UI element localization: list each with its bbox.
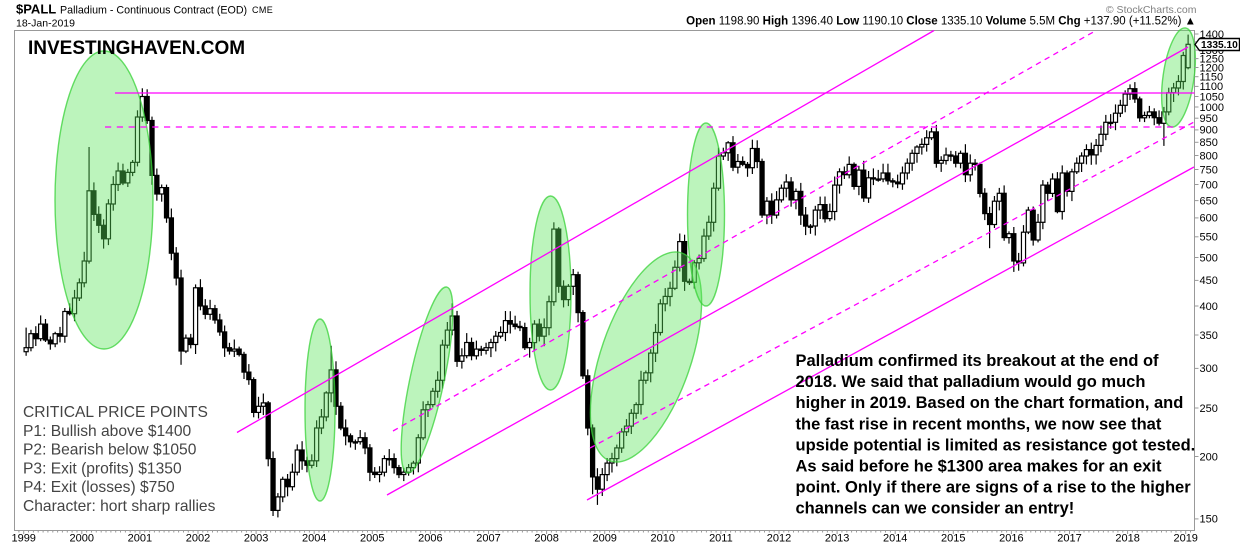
svg-text:Character: hort sharp rallies: Character: hort sharp rallies: [23, 498, 216, 515]
svg-text:850: 850: [1200, 137, 1218, 149]
svg-text:1050: 1050: [1200, 91, 1224, 103]
svg-text:CRITICAL PRICE POINTS: CRITICAL PRICE POINTS: [23, 404, 208, 421]
svg-text:2006: 2006: [418, 533, 442, 545]
svg-text:1250: 1250: [1200, 53, 1224, 65]
svg-text:800: 800: [1200, 150, 1218, 162]
svg-text:900: 900: [1200, 125, 1218, 137]
svg-text:700: 700: [1200, 179, 1218, 191]
svg-text:P3: Exit (profits) $1350: P3: Exit (profits) $1350: [23, 460, 182, 477]
svg-text:2001: 2001: [128, 533, 152, 545]
svg-text:2008: 2008: [534, 533, 558, 545]
svg-text:450: 450: [1200, 275, 1218, 287]
svg-text:2003: 2003: [244, 533, 268, 545]
svg-text:2009: 2009: [592, 533, 616, 545]
svg-text:channels can we consider an en: channels can we consider an entry!: [796, 500, 1075, 518]
svg-text:2007: 2007: [476, 533, 500, 545]
svg-text:2015: 2015: [941, 533, 965, 545]
svg-text:2000: 2000: [70, 533, 94, 545]
svg-text:650: 650: [1200, 195, 1218, 207]
svg-text:1150: 1150: [1200, 72, 1224, 84]
svg-text:2017: 2017: [1057, 533, 1081, 545]
svg-text:INVESTINGHAVEN.COM: INVESTINGHAVEN.COM: [28, 38, 245, 59]
svg-text:2019: 2019: [1173, 533, 1197, 545]
svg-text:2004: 2004: [302, 533, 326, 545]
svg-text:750: 750: [1200, 164, 1218, 176]
svg-text:1000: 1000: [1200, 102, 1224, 114]
svg-text:350: 350: [1200, 330, 1218, 342]
svg-text:the fast rise in recent months: the fast rise in recent months, we now s…: [796, 415, 1162, 433]
svg-text:200: 200: [1200, 451, 1218, 463]
svg-text:Palladium - Continuous Contrac: Palladium - Continuous Contract (EOD): [60, 5, 247, 17]
svg-text:600: 600: [1200, 213, 1218, 225]
svg-text:150: 150: [1200, 514, 1218, 526]
svg-text:500: 500: [1200, 252, 1218, 264]
svg-text:2014: 2014: [883, 533, 907, 545]
svg-text:550: 550: [1200, 232, 1218, 244]
svg-text:950: 950: [1200, 113, 1218, 125]
svg-text:2011: 2011: [709, 533, 733, 545]
svg-text:Open 1198.90 High 1396.40 Low: Open 1198.90 High 1396.40 Low 1190.10 Cl…: [686, 16, 1196, 28]
svg-text:$PALL: $PALL: [16, 2, 56, 17]
svg-text:P4: Exit (losses) $750: P4: Exit (losses) $750: [23, 479, 175, 496]
svg-text:2005: 2005: [360, 533, 384, 545]
svg-text:P1: Bullish above $1400: P1: Bullish above $1400: [23, 423, 192, 440]
svg-text:higher in 2019. Based on the c: higher in 2019. Based on the chart forma…: [796, 394, 1184, 412]
svg-text:© StockCharts.com: © StockCharts.com: [1106, 4, 1197, 16]
svg-text:2016: 2016: [999, 533, 1023, 545]
svg-text:2018. We said that palladium w: 2018. We said that palladium would go mu…: [796, 373, 1146, 391]
svg-text:2012: 2012: [767, 533, 791, 545]
svg-text:2013: 2013: [825, 533, 849, 545]
svg-text:upside potential is limited as: upside potential is limited as resistanc…: [796, 436, 1196, 454]
svg-text:2018: 2018: [1115, 533, 1139, 545]
svg-text:1335.10: 1335.10: [1201, 40, 1238, 51]
svg-text:400: 400: [1200, 301, 1218, 313]
svg-text:CME: CME: [252, 5, 273, 15]
svg-text:Palladium confirmed its breako: Palladium confirmed its breakout at the …: [796, 352, 1160, 370]
svg-text:As said before he $1300 area m: As said before he $1300 area makes for a…: [796, 458, 1162, 476]
svg-text:1999: 1999: [11, 533, 35, 545]
svg-text:300: 300: [1200, 363, 1218, 375]
svg-text:2002: 2002: [186, 533, 210, 545]
svg-text:1100: 1100: [1200, 81, 1224, 93]
svg-text:250: 250: [1200, 403, 1218, 415]
svg-text:2010: 2010: [651, 533, 675, 545]
svg-text:1200: 1200: [1200, 62, 1224, 74]
svg-text:18-Jan-2019: 18-Jan-2019: [16, 18, 75, 30]
svg-text:point. Only if there are signs: point. Only if there are signs of a rise…: [796, 479, 1192, 497]
svg-text:P2: Bearish below $1050: P2: Bearish below $1050: [23, 442, 197, 459]
